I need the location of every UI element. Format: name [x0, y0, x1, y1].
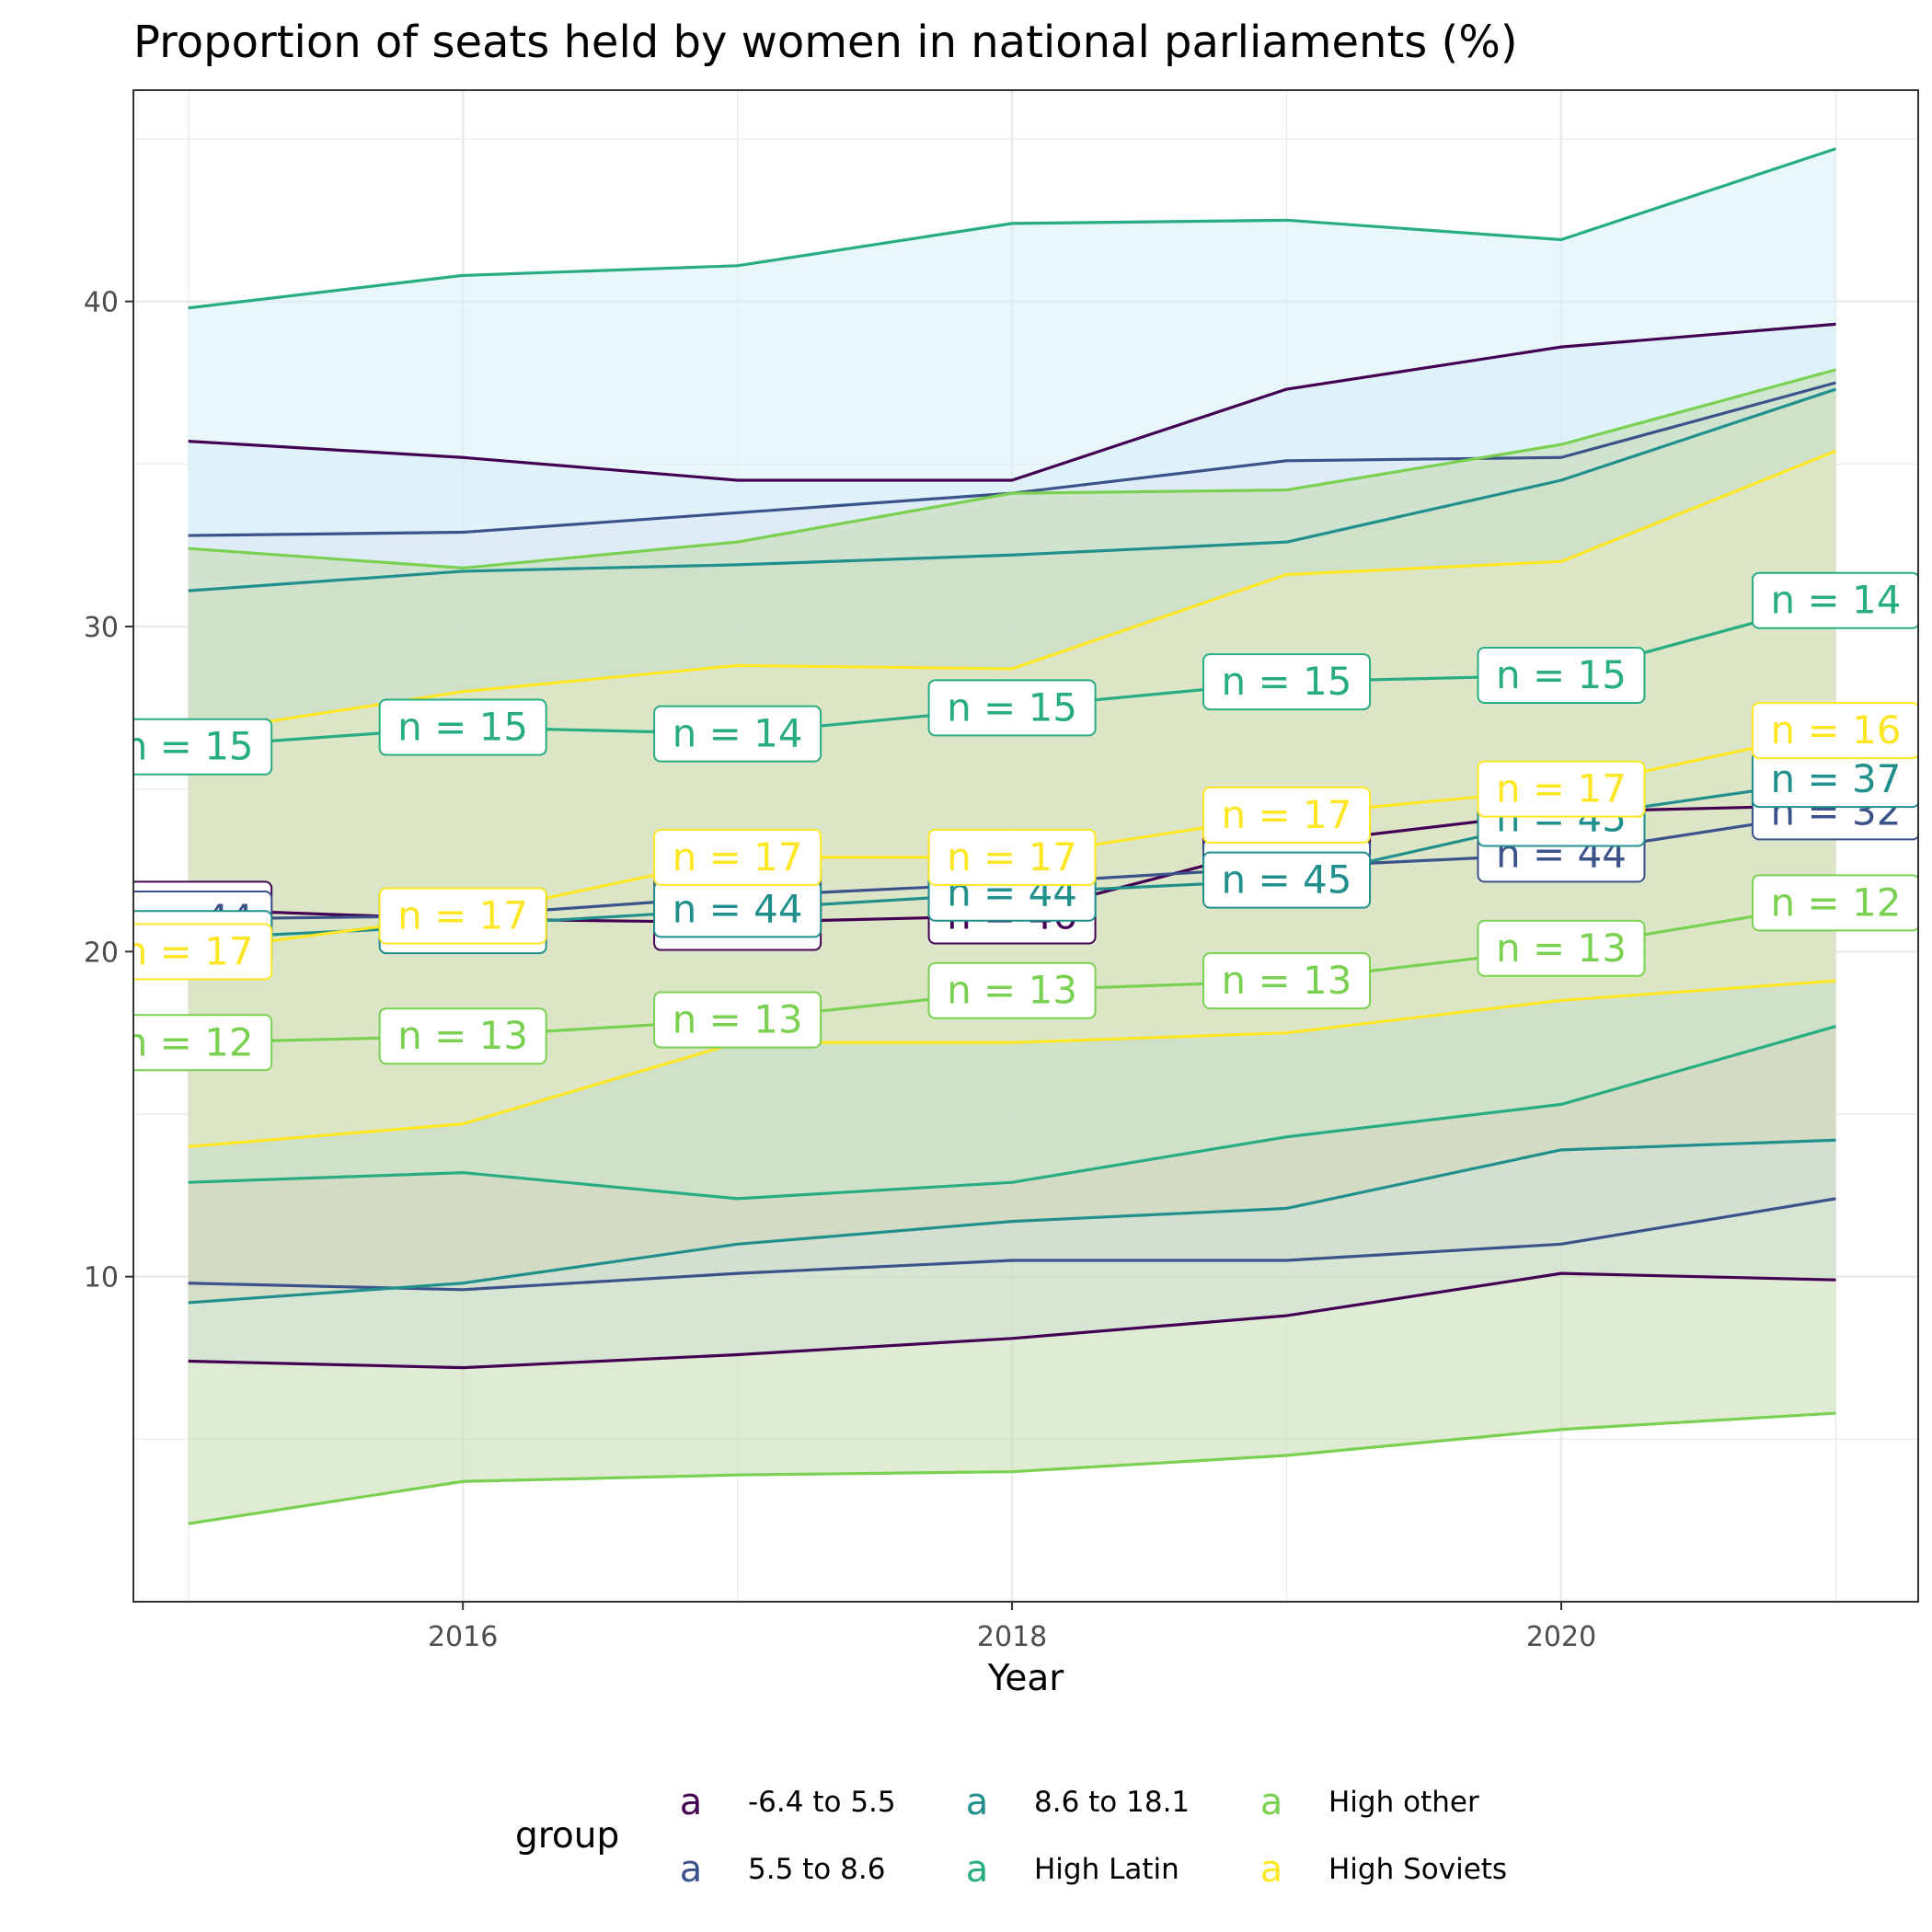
n-label-box — [653, 705, 822, 763]
x-tick-label: 2016 — [428, 1621, 498, 1653]
ribbon-high-soviets — [188, 451, 1836, 1147]
n-label-text: n = 15 — [397, 705, 528, 750]
plot-border — [132, 89, 1919, 1603]
n-label-text: n = 37 — [1770, 756, 1901, 801]
n-labels-clipped: n = 44n = 44n = 45n = 46n = 46n = 45n = … — [123, 571, 1918, 1072]
legend-key: a — [966, 1781, 989, 1823]
n-label-text: n = 13 — [1496, 926, 1627, 971]
line-upper-high-other — [188, 368, 1836, 570]
legend-key: a — [680, 1781, 703, 1823]
n-label-box — [1477, 647, 1646, 704]
line-lower-5-5-to-8-6 — [188, 1197, 1836, 1292]
n-label-text: n = 17 — [397, 892, 528, 937]
n-label-text: n = 14 — [673, 711, 803, 756]
n-label-text: n = 44 — [673, 886, 803, 931]
chart-title: Proportion of seats held by women in nat… — [133, 17, 1518, 68]
line-lower--6-4-to-5-5 — [188, 1271, 1836, 1370]
n-label-box — [1202, 786, 1372, 844]
legend-entry-label: High other — [1328, 1786, 1479, 1819]
axes-layer: 2016 2018 2020 10 20 30 40 — [84, 287, 1596, 1653]
line-upper--6-4-to-5-5 — [188, 322, 1836, 482]
n-label-text: n = 13 — [947, 968, 1077, 1013]
y-tick-label: 30 — [84, 612, 119, 644]
y-tick-label: 40 — [84, 287, 119, 319]
legend-key: a — [966, 1848, 989, 1891]
n-label-box — [378, 698, 547, 756]
legend-entry-label: High Soviets — [1328, 1853, 1507, 1886]
n-label-box — [927, 679, 1097, 737]
n-label-text: n = 13 — [673, 997, 803, 1042]
n-label-box — [927, 828, 1097, 886]
n-label-box — [927, 961, 1097, 1019]
n-label-text: n = 17 — [123, 928, 254, 973]
n-label-box — [378, 887, 547, 945]
n-label-box — [133, 1014, 273, 1072]
n-label-box — [1202, 851, 1372, 909]
line-upper-high-latin — [188, 147, 1836, 310]
n-label-box — [1751, 571, 1918, 629]
n-label-text: n = 14 — [1770, 578, 1901, 623]
legend-entry-label: -6.4 to 5.5 — [748, 1786, 896, 1819]
legend-key: a — [1260, 1781, 1283, 1823]
n-label-box — [1751, 702, 1918, 760]
n-label-text: n = 17 — [947, 834, 1077, 880]
line-lower-8-6-to-18-1 — [188, 1138, 1836, 1305]
legend-key: a — [1260, 1848, 1283, 1891]
y-tick-label: 10 — [84, 1262, 119, 1294]
line-upper-high-soviets — [188, 449, 1837, 736]
n-label-text: n = 12 — [1770, 880, 1901, 925]
n-label-box — [1751, 874, 1918, 932]
legend-entry-label: High Latin — [1034, 1853, 1179, 1886]
n-label-box — [653, 828, 822, 886]
legend-entry-label: 8.6 to 18.1 — [1034, 1786, 1190, 1819]
n-label-text: n = 15 — [947, 684, 1077, 730]
n-label-text: n = 16 — [1770, 707, 1901, 753]
x-axis-title: Year — [987, 1658, 1065, 1699]
n-label-text: n = 45 — [1222, 857, 1352, 903]
x-tick-label: 2020 — [1526, 1621, 1596, 1653]
n-label-text: n = 15 — [123, 724, 254, 769]
n-label-text: n = 17 — [1496, 766, 1627, 811]
n-label-text: n = 13 — [1222, 958, 1352, 1003]
n-label-text: n = 17 — [1222, 792, 1352, 837]
n-label-box — [1202, 952, 1372, 1010]
n-label-text: n = 12 — [123, 1019, 254, 1064]
x-tick-label: 2018 — [977, 1621, 1047, 1653]
line-lower-high-latin — [188, 1025, 1836, 1201]
n-labels-layer: n = 44n = 44n = 45n = 46n = 46n = 45n = … — [123, 571, 1918, 1072]
n-label-text: n = 15 — [1496, 652, 1627, 697]
line-lower-high-soviets — [188, 979, 1836, 1148]
legend-key: a — [680, 1848, 703, 1891]
line-lower-high-other — [188, 1411, 1836, 1525]
ribbons-layer — [188, 148, 1836, 1524]
n-label-box — [1202, 653, 1372, 711]
line-upper-8-6-to-18-1 — [188, 387, 1836, 592]
n-label-box — [653, 991, 822, 1049]
n-label-box — [378, 1007, 547, 1065]
n-label-box — [1477, 760, 1646, 818]
y-tick-label: 20 — [84, 937, 119, 969]
n-label-box — [133, 718, 273, 776]
legend: group a -6.4 to 5.5 a 5.5 to 8.6 a 8.6 to 18.… — [515, 1781, 1507, 1891]
n-label-text: n = 15 — [1222, 659, 1352, 704]
n-label-text: n = 17 — [673, 834, 803, 880]
n-label-text: n = 13 — [397, 1013, 528, 1058]
legend-title: group — [515, 1815, 619, 1857]
legend-entry-label: 5.5 to 8.6 — [748, 1853, 885, 1886]
n-label-box — [1477, 919, 1646, 977]
n-label-box — [133, 923, 273, 981]
